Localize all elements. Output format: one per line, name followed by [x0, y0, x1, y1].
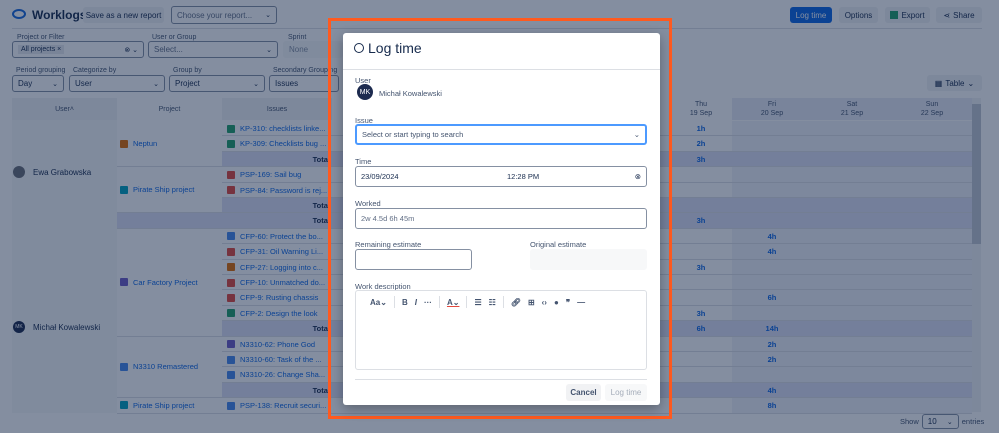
log-time-dialog: Log time User MK Michał Kowalewski Issue…: [343, 33, 660, 405]
clock-icon: [354, 43, 364, 53]
time-label: Time: [355, 157, 372, 166]
worked-input[interactable]: 2w 4.5d 6h 45m: [355, 208, 647, 229]
info-icon[interactable]: ●: [553, 297, 559, 307]
bold-icon[interactable]: B: [401, 297, 408, 307]
text-style-button[interactable]: Aa⌄: [370, 297, 387, 307]
quote-icon[interactable]: ❞: [565, 297, 571, 307]
dialog-title: Log time: [368, 40, 422, 56]
italic-icon[interactable]: I: [414, 297, 417, 307]
description-editor[interactable]: Aa⌄ B I ··· A⌄ ☰ ☷ 🔗︎ ⊞ ‹› ● ❞ —: [355, 290, 647, 370]
cancel-button[interactable]: Cancel: [566, 384, 601, 401]
remaining-label: Remaining estimate: [355, 240, 422, 249]
original-label: Original estimate: [530, 240, 587, 249]
remaining-input[interactable]: [355, 249, 472, 270]
editor-toolbar: Aa⌄ B I ··· A⌄ ☰ ☷ 🔗︎ ⊞ ‹› ● ❞ —: [356, 291, 646, 308]
description-label: Work description: [355, 282, 411, 291]
worked-label: Worked: [355, 199, 381, 208]
highlight-box: [328, 18, 672, 419]
user-name: Michał Kowalewski: [379, 89, 442, 98]
submit-log-time-button[interactable]: Log time: [605, 384, 647, 401]
original-input: [530, 249, 647, 270]
clear-icon[interactable]: ⊗: [634, 172, 641, 181]
text-color-icon[interactable]: A⌄: [446, 297, 460, 307]
more-icon[interactable]: ···: [423, 297, 432, 307]
divider-icon[interactable]: —: [577, 297, 586, 307]
issue-select[interactable]: Select or start typing to search ⌄: [355, 124, 647, 145]
link-icon[interactable]: 🔗︎: [510, 297, 521, 307]
time-input[interactable]: 23/09/2024 12:28 PM ⊗: [355, 166, 647, 187]
user-avatar: MK: [357, 84, 373, 100]
chevron-down-icon: ⌄: [633, 130, 640, 139]
user-label: User: [355, 76, 371, 85]
code-icon[interactable]: ‹›: [541, 297, 547, 307]
issue-label: Issue: [355, 116, 373, 125]
bullet-list-icon[interactable]: ☰: [474, 297, 482, 307]
numbered-list-icon[interactable]: ☷: [488, 297, 496, 307]
table-icon[interactable]: ⊞: [527, 297, 535, 307]
